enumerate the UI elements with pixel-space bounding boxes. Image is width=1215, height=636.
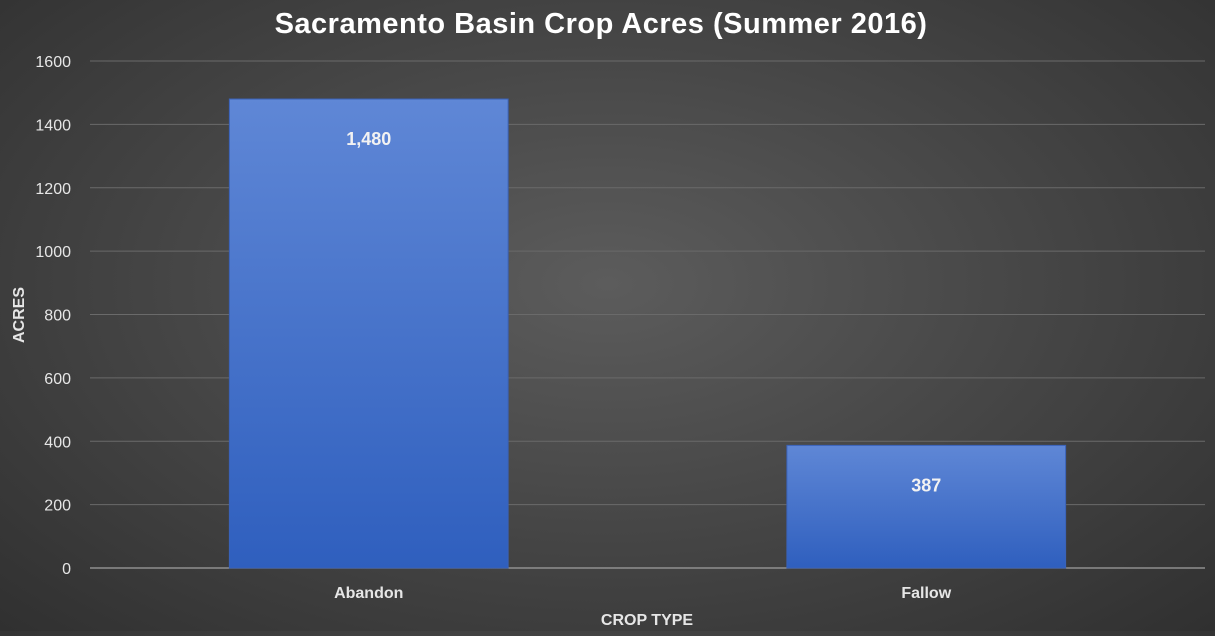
x-tick-label-abandon: Abandon (334, 585, 403, 602)
x-axis-title: CROP TYPE (601, 612, 694, 629)
y-tick-label: 400 (44, 434, 71, 451)
data-label-abandon: 1,480 (346, 129, 391, 149)
bars (228, 98, 1067, 569)
bar-abandon (228, 98, 509, 569)
chart-title: Sacramento Basin Crop Acres (Summer 2016… (275, 8, 928, 40)
y-tick-label: 1000 (35, 244, 71, 261)
x-tick-label-fallow: Fallow (901, 585, 951, 602)
y-tick-label: 200 (44, 498, 71, 515)
y-tick-label: 0 (62, 561, 71, 578)
y-tick-label: 1600 (35, 54, 71, 71)
y-tick-label: 1400 (35, 117, 71, 134)
y-tick-label: 1200 (35, 181, 71, 198)
y-axis-ticks: 0 200 400 600 800 1000 1200 1400 1600 (35, 54, 71, 578)
y-axis-title: ACRES (11, 287, 28, 343)
x-axis-categories: Abandon Fallow (334, 585, 952, 602)
data-labels: 1,480 387 (346, 129, 941, 495)
y-tick-label: 800 (44, 308, 71, 325)
y-tick-label: 600 (44, 371, 71, 388)
data-label-fallow: 387 (911, 475, 941, 495)
bar-fallow (786, 444, 1067, 569)
